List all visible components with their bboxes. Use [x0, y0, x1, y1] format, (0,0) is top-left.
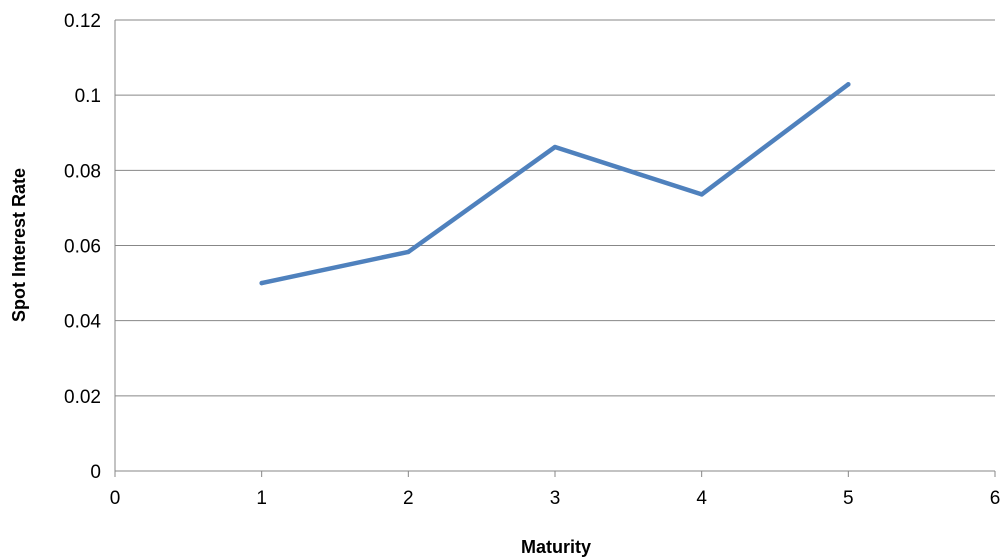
axes: [114, 20, 996, 477]
tick-labels: 0 0.02 0.04 0.06 0.08 0.1 0.12 0 1 2 3 4 5 6: [64, 11, 1000, 509]
data-point: [552, 144, 558, 150]
x-tick-label: 4: [696, 488, 707, 509]
data-point: [406, 249, 411, 255]
data-point: [259, 280, 264, 286]
x-tick-label: 6: [990, 488, 1001, 509]
y-tick-label: 0.12: [64, 11, 101, 32]
data-point: [846, 82, 851, 87]
gridlines: [115, 19, 995, 397]
x-tick-label: 1: [256, 488, 267, 509]
x-tick-label: 5: [843, 488, 854, 509]
x-tick-label: 3: [550, 488, 561, 509]
y-tick-label: 0.08: [64, 161, 101, 182]
y-tick-label: 0.04: [64, 312, 101, 333]
series-layer: [259, 82, 851, 286]
x-tick-label: 0: [110, 488, 121, 509]
y-tick-label: 0.02: [64, 387, 101, 408]
data-point: [699, 192, 704, 197]
y-tick-label: 0.1: [75, 86, 101, 107]
y-tick-label: 0: [90, 462, 101, 483]
x-axis-title: Maturity: [521, 537, 591, 557]
y-axis-title: Spot Interest Rate: [9, 168, 29, 322]
x-tick-label: 2: [403, 488, 414, 509]
series-line: [259, 82, 851, 286]
y-tick-label: 0.06: [64, 237, 101, 258]
